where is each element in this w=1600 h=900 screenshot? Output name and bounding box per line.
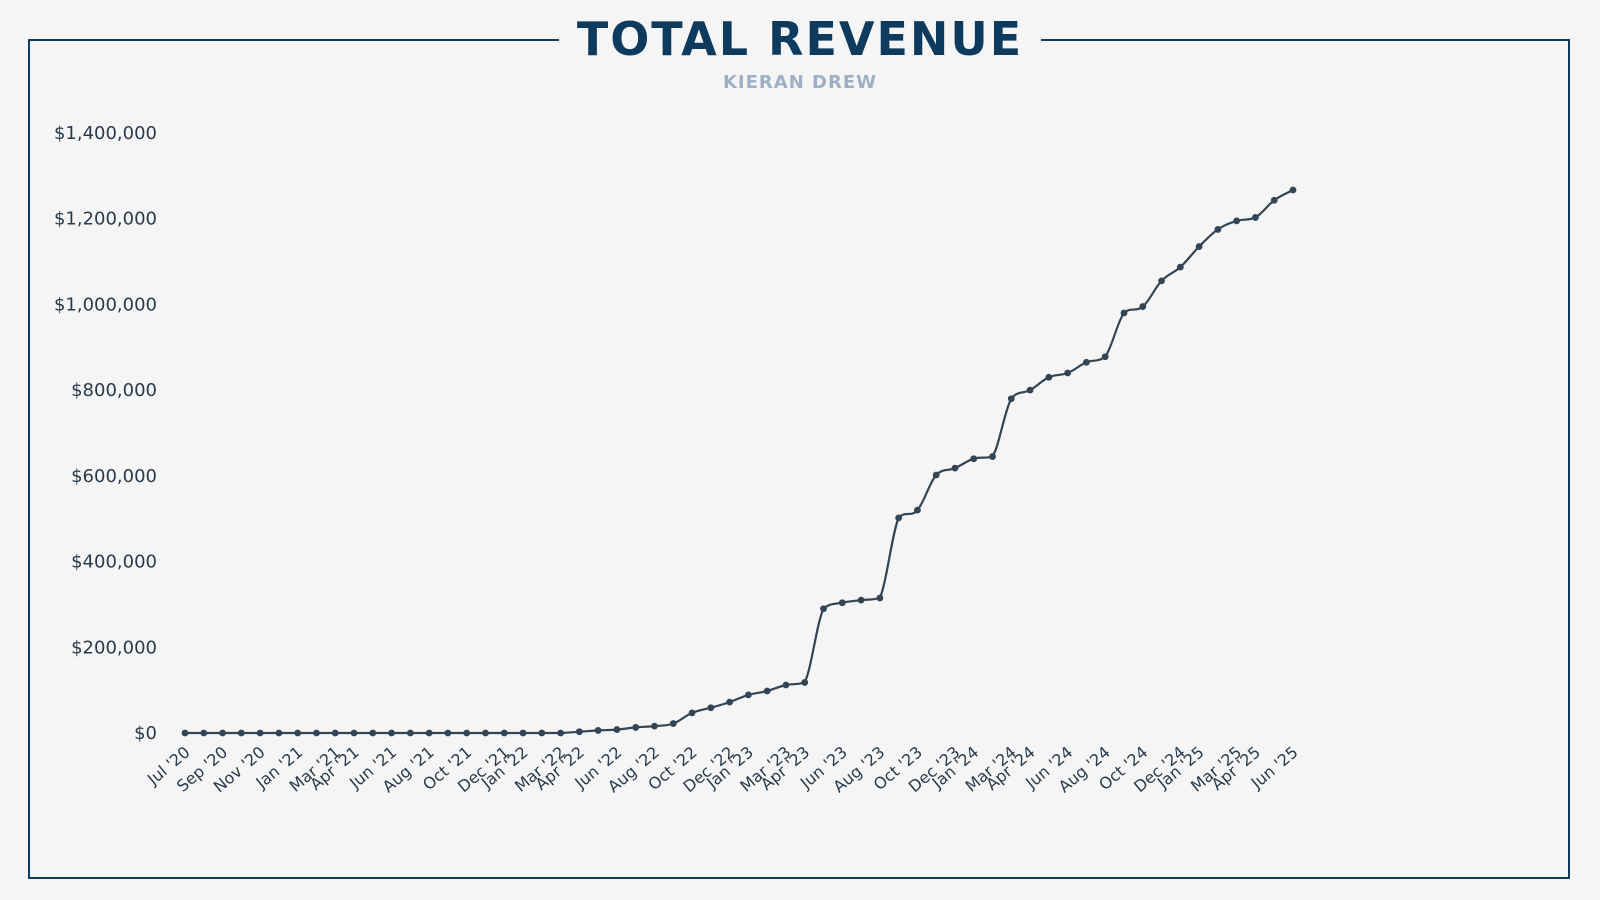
data-point [1007, 395, 1015, 403]
data-point [1270, 196, 1278, 204]
data-point [763, 687, 771, 695]
data-point [1158, 277, 1165, 285]
data-point [632, 724, 640, 731]
chart-title: TOTAL REVENUE [558, 8, 1042, 70]
data-point [237, 729, 245, 737]
data-point [820, 605, 827, 613]
data-point [989, 453, 996, 460]
data-point [406, 729, 414, 737]
y-tick-label: $1,400,000 [54, 123, 157, 144]
data-point [557, 729, 564, 737]
data-point [1101, 353, 1109, 361]
y-axis: $0 $200,000 $400,000 $600,000 $800,000 $1,000… [54, 123, 157, 744]
data-point [914, 506, 921, 514]
data-point [951, 464, 959, 472]
revenue-series-line [184, 189, 1294, 735]
data-point [388, 729, 395, 737]
y-tick-label: $1,000,000 [54, 294, 157, 315]
title-band: TOTAL REVENUE [0, 8, 1600, 70]
data-point [350, 729, 358, 737]
data-point [1026, 386, 1034, 394]
data-point [313, 729, 320, 737]
data-point [1120, 309, 1128, 317]
y-tick-label: $400,000 [71, 552, 157, 573]
data-point [219, 729, 226, 737]
y-tick-label: $800,000 [71, 380, 157, 401]
data-point [500, 729, 508, 737]
data-point [594, 727, 602, 734]
data-point [782, 681, 790, 689]
data-point [275, 729, 283, 737]
data-point [838, 599, 846, 607]
data-point [256, 729, 264, 737]
y-tick-label: $600,000 [71, 466, 157, 487]
data-point [669, 720, 677, 727]
data-point [1139, 303, 1147, 310]
data-point [538, 729, 546, 737]
data-point [688, 709, 696, 717]
y-tick-label: $0 [134, 723, 157, 744]
data-point [575, 728, 583, 736]
data-point [744, 691, 752, 699]
data-point [1214, 226, 1222, 233]
data-point [876, 594, 884, 602]
data-point [1176, 263, 1184, 271]
data-point [895, 514, 903, 522]
data-point [707, 704, 715, 712]
data-point [1289, 186, 1297, 194]
data-point [181, 729, 189, 737]
data-point [482, 729, 489, 737]
data-point [519, 729, 527, 737]
data-point [1252, 214, 1259, 221]
data-point [1064, 369, 1072, 377]
data-point [613, 726, 621, 733]
data-point [801, 679, 809, 686]
data-point [331, 729, 339, 737]
data-point [932, 471, 940, 479]
data-point [1083, 358, 1090, 366]
data-point [1233, 217, 1241, 225]
data-point [970, 455, 978, 463]
chart-subtitle: KIERAN DREW [722, 72, 877, 93]
data-point [425, 729, 433, 737]
data-point [651, 722, 658, 730]
data-point [1195, 243, 1203, 250]
y-tick-label: $1,200,000 [54, 209, 157, 230]
data-point [1045, 373, 1053, 381]
y-tick-label: $200,000 [71, 637, 157, 658]
data-point [726, 698, 734, 706]
revenue-data-points [181, 186, 1297, 737]
data-point [294, 729, 302, 737]
data-point [857, 596, 865, 604]
data-point [444, 729, 452, 737]
data-point [369, 729, 377, 737]
data-point [463, 729, 471, 737]
data-point [200, 729, 208, 737]
